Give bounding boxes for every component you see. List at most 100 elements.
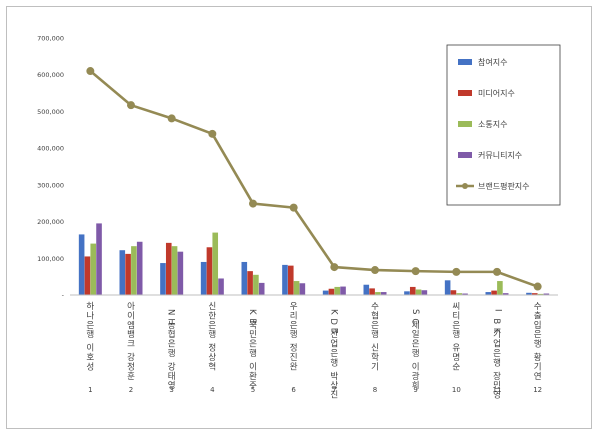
bar	[543, 293, 550, 295]
bar	[502, 293, 509, 295]
bar	[212, 232, 219, 295]
x-rank-label: 3	[169, 386, 173, 394]
bars	[78, 223, 550, 295]
bar	[444, 280, 451, 295]
y-axis: - 100,000 200,000 300,000 400,000 500,000 600,…	[37, 35, 65, 300]
bar	[299, 283, 306, 295]
legend-label: 소통지수	[478, 120, 507, 129]
bar	[253, 274, 259, 295]
bar	[450, 290, 457, 295]
bar	[241, 261, 248, 295]
bar	[491, 290, 497, 295]
bar	[125, 253, 131, 295]
line-point	[371, 266, 379, 275]
bar	[78, 234, 85, 295]
bar	[340, 286, 346, 295]
y-tick-label: 300,000	[37, 181, 64, 189]
line-point	[533, 282, 542, 291]
bar	[84, 256, 91, 295]
line-point	[493, 267, 501, 276]
bar	[363, 284, 370, 295]
bar	[375, 292, 381, 295]
bar	[415, 289, 422, 295]
bar	[456, 293, 463, 295]
bar	[131, 246, 137, 295]
legend-swatch	[458, 121, 472, 127]
bar	[293, 281, 300, 295]
bar	[404, 291, 410, 295]
y-tick-label: 500,000	[37, 108, 64, 116]
bar	[526, 292, 532, 295]
bar	[200, 261, 207, 295]
y-tick-label: 200,000	[37, 218, 64, 226]
bar	[334, 286, 341, 295]
bar	[171, 246, 178, 295]
x-rank-label: 6	[291, 386, 296, 394]
line-series	[89, 70, 539, 288]
bar	[328, 288, 335, 295]
bar	[258, 282, 265, 295]
x-rank-label: 10	[452, 386, 461, 394]
legend-label: 브랜드평판지수	[478, 181, 530, 191]
legend-swatch-marker	[462, 183, 468, 189]
bar	[247, 271, 253, 295]
legend-swatch	[458, 90, 472, 96]
line-point	[249, 199, 257, 208]
bar	[409, 286, 416, 295]
x-rank-label: 12	[533, 386, 542, 394]
legend-label: 미디어지수	[478, 88, 515, 98]
bar	[119, 250, 126, 295]
y-tick-label: -	[62, 292, 65, 300]
y-tick-label: 700,000	[37, 35, 64, 43]
bar	[160, 263, 166, 295]
bar	[165, 242, 172, 295]
bar	[96, 223, 102, 295]
bar	[421, 290, 428, 295]
bar	[531, 293, 538, 295]
bar	[287, 265, 294, 295]
bar	[177, 251, 184, 295]
x-rank-label: 4	[210, 386, 215, 394]
bar	[485, 292, 492, 295]
line-point	[167, 114, 176, 123]
legend-swatch	[458, 152, 472, 158]
bar	[90, 243, 97, 295]
legend-label: 참여지수	[478, 57, 507, 67]
legend-label: 커뮤니티지수	[478, 150, 522, 160]
line-point	[330, 263, 339, 272]
line-point	[452, 267, 461, 276]
y-tick-label: 600,000	[37, 71, 64, 79]
y-tick-label: 100,000	[37, 255, 64, 263]
bar	[282, 264, 288, 295]
legend-swatch	[458, 59, 472, 65]
x-rank-label: 1	[88, 386, 92, 394]
bar	[462, 293, 468, 295]
line-point	[127, 101, 135, 110]
bar	[380, 292, 387, 295]
x-rank-label: 11	[493, 386, 502, 394]
x-rank-label: 5	[251, 386, 255, 394]
bar	[537, 293, 544, 295]
bar	[497, 281, 503, 295]
line-point	[86, 67, 95, 76]
x-rank-label: 2	[129, 386, 133, 394]
y-tick-label: 400,000	[37, 145, 64, 153]
line-point	[208, 129, 217, 138]
x-rank-label: 7	[332, 386, 336, 394]
x-rank-label: 8	[373, 386, 377, 394]
bar	[136, 241, 143, 295]
